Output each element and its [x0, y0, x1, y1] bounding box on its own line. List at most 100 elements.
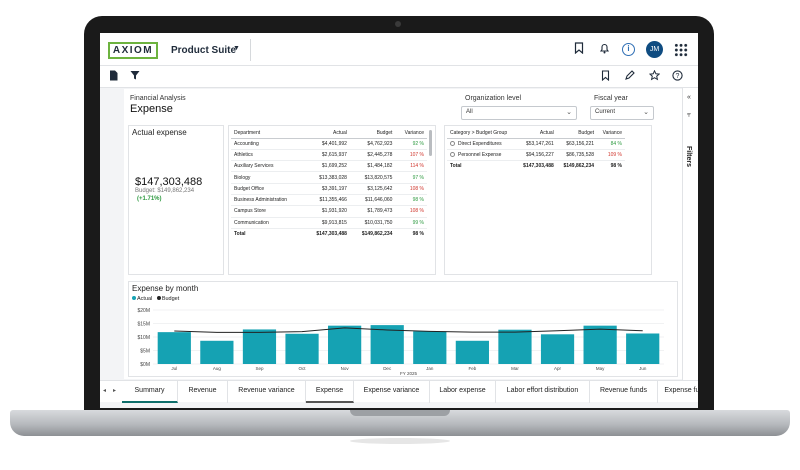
row-name: Business Administration — [231, 194, 305, 207]
legend-swatch-actual — [132, 296, 136, 300]
x-tick-label: Dec — [383, 366, 392, 371]
tab-expense-variance[interactable]: Expense variance — [354, 381, 430, 403]
tab-revenue[interactable]: Revenue — [178, 381, 228, 403]
x-tick-label: Sep — [255, 366, 264, 371]
row-name: Accounting — [231, 138, 305, 150]
department-table: Department Actual Budget Variance Accoun… — [231, 128, 427, 240]
filters-panel-label[interactable]: Filters — [685, 146, 692, 168]
table-row[interactable]: Accounting $4,401,992 $4,762,923 92 % — [231, 138, 427, 150]
row-label: Personnel Expense — [458, 151, 502, 158]
org-level-select[interactable]: All ⌄ — [461, 106, 577, 120]
collapse-icon[interactable]: « — [687, 94, 691, 101]
table-row[interactable]: Budget Office $3,391,197 $3,125,642 108 % — [231, 183, 427, 195]
star-icon[interactable] — [647, 69, 661, 84]
row-budget: $1,484,182 — [349, 160, 396, 173]
table-total-row: Total $147,303,488 $149,862,234 98 % — [231, 228, 427, 239]
table-row[interactable]: Communication $9,913,815 $10,031,750 99 % — [231, 217, 427, 229]
col-header[interactable]: Budget — [556, 128, 598, 139]
row-budget: $10,031,750 — [349, 217, 396, 229]
filter-icon[interactable] — [128, 70, 142, 84]
tabs-next-button[interactable]: ▸ — [113, 388, 117, 394]
expand-icon[interactable] — [450, 151, 455, 157]
row-budget: $2,445,278 — [349, 149, 396, 162]
category-table-card: Category > Budget Group Actual Budget Va… — [444, 125, 652, 275]
chart-bar[interactable] — [157, 332, 191, 364]
budget-line — [174, 327, 643, 333]
col-header[interactable]: Category > Budget Group — [447, 128, 517, 139]
col-header[interactable]: Budget — [349, 128, 396, 139]
edit-icon[interactable] — [623, 70, 637, 84]
apps-grid-icon[interactable] — [674, 43, 688, 57]
filters-panel[interactable]: « ⫧ Filters — [682, 88, 698, 383]
expand-icon[interactable] — [450, 140, 455, 146]
chart-bar[interactable] — [583, 325, 617, 364]
card-title: Actual expense — [132, 128, 187, 137]
chart-bar[interactable] — [413, 331, 447, 364]
chart-bar[interactable] — [455, 340, 489, 364]
row-budget: $149,862,234 — [361, 231, 393, 238]
sheet-tabs-bar: ◂ ▸ Summary Revenue Revenue variance Expens… — [100, 380, 698, 403]
tab-labor-expense[interactable]: Labor expense — [430, 381, 496, 403]
chart-bar[interactable] — [328, 325, 362, 364]
table-row[interactable]: Personnel Expense $94,156,227 $86,735,528 1… — [447, 149, 625, 162]
bookmark-icon[interactable] — [598, 70, 612, 84]
x-tick-label: May — [596, 366, 605, 371]
department-table-card: Department Actual Budget Variance Accoun… — [228, 125, 436, 275]
x-tick-label: Mar — [511, 366, 519, 371]
chevron-down-icon[interactable]: ▼ — [233, 45, 240, 52]
tab-revenue-variance[interactable]: Revenue variance — [228, 381, 306, 403]
category-table: Category > Budget Group Actual Budget Va… — [447, 128, 625, 172]
tab-revenue-funds[interactable]: Revenue funds — [590, 381, 658, 403]
x-tick-label: Oct — [299, 366, 307, 371]
fiscal-year-select[interactable]: Current ⌄ — [590, 106, 654, 120]
chart-bar[interactable] — [370, 325, 404, 364]
document-icon[interactable] — [106, 70, 120, 84]
legend-label-actual[interactable]: Actual — [137, 296, 153, 302]
table-row[interactable]: Athletics $2,615,937 $2,445,278 107 % — [231, 149, 427, 162]
bell-icon[interactable] — [597, 42, 611, 56]
axiom-logo[interactable]: AXIOM — [108, 42, 158, 59]
table-row[interactable]: Campus Store $1,931,920 $1,789,473 108 % — [231, 205, 427, 218]
bookmark-icon[interactable] — [572, 42, 586, 56]
tabs-prev-button[interactable]: ◂ — [103, 388, 107, 394]
tab-expense[interactable]: Expense — [306, 381, 354, 403]
row-name: Athletics — [231, 149, 305, 162]
chart-bar[interactable] — [200, 340, 234, 364]
tab-expense-funds[interactable]: Expense funds — [658, 381, 698, 403]
col-header[interactable]: Actual — [516, 128, 557, 139]
row-variance: 107 % — [395, 149, 427, 162]
col-header[interactable]: Variance — [597, 128, 625, 139]
product-switcher-label[interactable]: Product Suite — [171, 45, 237, 56]
avatar[interactable]: JM — [646, 41, 663, 58]
table-row[interactable]: Business Administration $11,355,466 $11,64… — [231, 194, 427, 207]
dashboard-content: Financial Analysis Expense Organization … — [124, 89, 686, 379]
row-budget: $1,789,473 — [349, 205, 396, 218]
col-header[interactable]: Department — [231, 128, 305, 139]
info-icon[interactable]: i — [622, 43, 635, 56]
chart-bar[interactable] — [242, 329, 277, 364]
chart-bar[interactable] — [498, 329, 532, 364]
chart-bar[interactable] — [540, 334, 575, 364]
table-row[interactable]: Biology $13,383,028 $13,820,575 97 % — [231, 171, 427, 184]
col-header[interactable]: Variance — [395, 128, 427, 139]
row-name: Biology — [231, 171, 305, 184]
tab-summary[interactable]: Summary — [122, 381, 178, 403]
row-actual: $147,303,488 — [523, 163, 554, 170]
chart-bar[interactable] — [285, 333, 319, 364]
row-budget: $11,646,060 — [349, 194, 396, 207]
page-toolbar: ? — [100, 66, 698, 88]
row-actual: $147,303,488 — [316, 231, 347, 238]
table-row[interactable]: Auxiliary Services $1,699,252 $1,484,182 11… — [231, 160, 427, 173]
table-row[interactable]: Direct Expenditures $53,147,261 $63,156,22… — [447, 138, 625, 150]
row-variance: 99 % — [395, 217, 427, 229]
row-budget: $13,820,575 — [349, 171, 396, 184]
legend-label-budget[interactable]: Budget — [161, 296, 180, 302]
col-header[interactable]: Actual — [304, 128, 350, 139]
row-variance: 108 % — [395, 183, 427, 195]
help-icon[interactable]: ? — [670, 70, 684, 84]
table-scrollbar[interactable] — [429, 130, 432, 156]
row-actual: $11,355,466 — [304, 194, 350, 207]
tab-labor-effort-distribution[interactable]: Labor effort distribution — [496, 381, 590, 403]
row-variance: 114 % — [395, 160, 427, 173]
chart-bar[interactable] — [626, 333, 660, 364]
